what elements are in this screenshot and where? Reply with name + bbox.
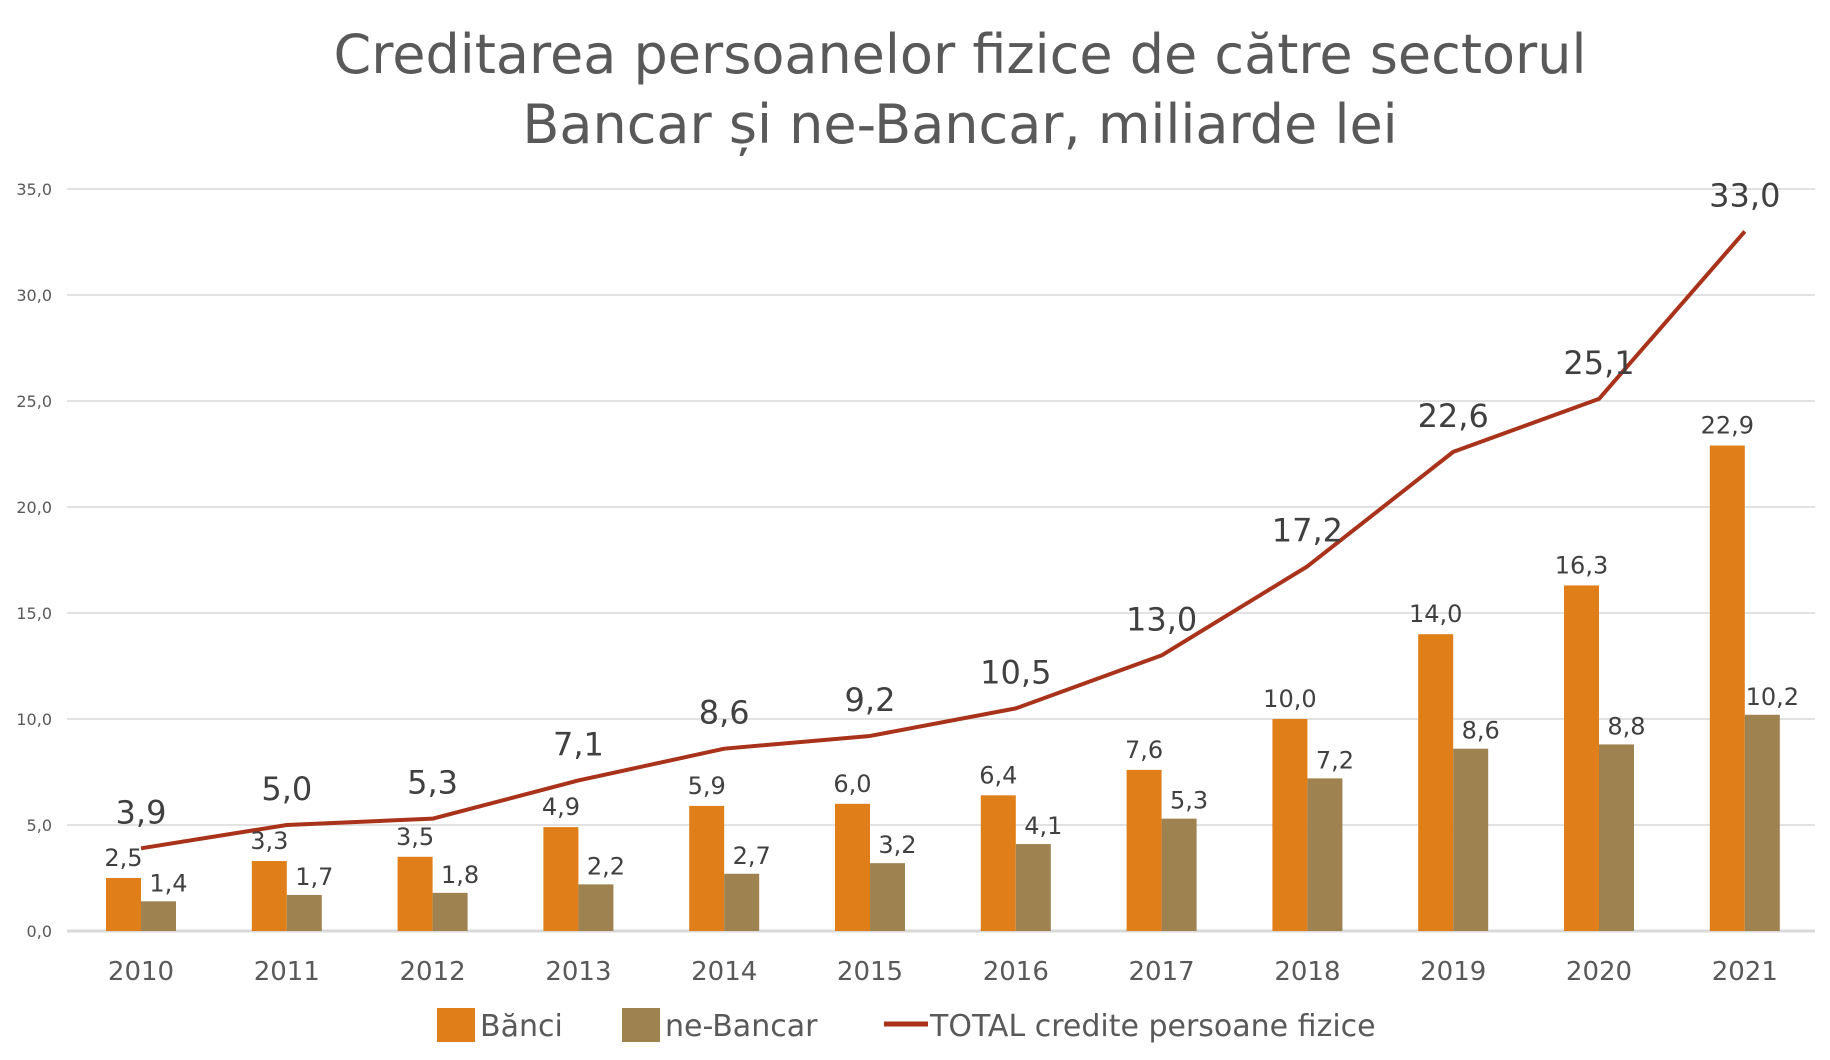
y-tick-label: 20,0 [16,498,52,517]
legend-label-ne-bancar: ne-Bancar [665,1009,818,1044]
x-tick-label: 2010 [108,957,174,987]
data-label-banci: 3,3 [250,827,288,855]
bar-banci [689,805,725,931]
bar-ne-bancar [286,894,322,931]
bar-banci [1418,634,1454,931]
data-label-banci: 16,3 [1555,551,1608,579]
x-tick-label: 2014 [691,957,757,987]
chart-title-line-2: Bancar și ne-Bancar, miliarde lei [522,93,1397,157]
x-tick-label: 2013 [545,957,611,987]
data-label-banci: 4,9 [542,793,580,821]
bar-ne-bancar [432,892,468,931]
data-label-ne-bancar: 10,2 [1746,683,1799,711]
data-label-ne-bancar: 7,2 [1316,746,1354,774]
bar-ne-bancar [1307,778,1343,931]
data-label-banci: 22,9 [1701,412,1754,440]
x-tick-label: 2017 [1129,957,1195,987]
bar-banci [980,795,1016,931]
data-label-total: 22,6 [1418,397,1489,435]
bar-ne-bancar [1744,714,1780,931]
y-tick-label: 30,0 [16,286,52,305]
data-label-ne-bancar: 4,1 [1024,812,1062,840]
bar-ne-bancar [1015,844,1051,931]
data-label-ne-bancar: 1,8 [441,861,479,889]
data-label-ne-bancar: 2,2 [587,852,625,880]
data-label-total: 10,5 [980,653,1051,691]
data-label-banci: 6,0 [833,770,871,798]
data-label-ne-bancar: 8,6 [1462,717,1500,745]
bar-banci [106,878,141,931]
data-label-banci: 6,4 [979,761,1017,789]
total-line [140,230,1747,851]
bar-ne-bancar [578,884,614,931]
legend-swatch-ne-bancar [622,1008,660,1042]
data-label-total: 33,0 [1709,176,1780,214]
data-label-banci: 3,5 [396,823,434,851]
y-tick-label: 10,0 [16,710,52,729]
data-label-ne-bancar: 5,3 [1170,787,1208,815]
x-tick-label: 2018 [1274,957,1340,987]
bar-banci [543,827,579,931]
data-label-banci: 5,9 [688,772,726,800]
data-label-ne-bancar: 1,7 [295,863,333,891]
data-label-ne-bancar: 2,7 [733,842,771,870]
x-tick-label: 2019 [1420,957,1486,987]
chart-title-line-1: Creditarea persoanelor fizice de către s… [334,23,1587,86]
data-label-total: 9,2 [845,681,896,719]
bar-ne-bancar [141,901,176,931]
y-tick-label: 0,0 [27,922,52,941]
legend-label-total: TOTAL credite persoane fizice [929,1009,1376,1044]
data-label-ne-bancar: 3,2 [878,831,916,859]
bar-banci [1272,719,1308,931]
bar-ne-bancar [1599,744,1634,931]
y-tick-label: 25,0 [16,392,52,411]
y-tick-label: 35,0 [16,180,52,199]
data-label-total: 7,1 [553,725,604,763]
data-label-banci: 10,0 [1263,685,1316,713]
bar-ne-bancar [870,863,905,931]
bar-ne-bancar [1161,818,1197,931]
x-tick-label: 2016 [983,957,1049,987]
bar-ne-bancar [724,873,760,931]
bar-banci [251,861,287,931]
x-tick-label: 2020 [1566,957,1632,987]
data-label-ne-bancar: 1,4 [149,869,187,897]
data-label-banci: 7,6 [1125,736,1163,764]
data-label-total: 3,9 [116,793,167,831]
bar-banci [397,856,433,931]
y-tick-label: 5,0 [27,816,52,835]
x-tick-label: 2021 [1712,957,1778,987]
bar-banci [1564,585,1599,931]
bar-banci [1126,769,1162,931]
x-tick-label: 2015 [837,957,903,987]
bar-banci [1709,445,1745,931]
y-tick-label: 15,0 [16,604,52,623]
bar-ne-bancar [1453,748,1489,931]
data-label-total: 13,0 [1126,600,1197,638]
data-label-total: 5,0 [261,770,312,808]
legend-swatch-banci [437,1008,475,1042]
data-label-total: 8,6 [699,694,750,732]
data-label-total: 25,1 [1563,344,1634,382]
x-tick-label: 2012 [400,957,466,987]
x-tick-label: 2011 [254,957,320,987]
data-label-banci: 14,0 [1409,600,1462,628]
data-label-ne-bancar: 8,8 [1607,712,1645,740]
legend-label-banci: Bănci [480,1009,563,1044]
data-label-total: 5,3 [407,764,458,802]
data-label-total: 17,2 [1272,511,1343,549]
data-label-banci: 2,5 [104,844,142,872]
bar-banci [835,803,870,931]
